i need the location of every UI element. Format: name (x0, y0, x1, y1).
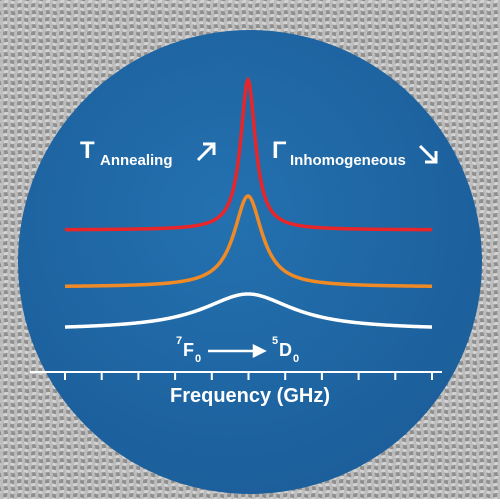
lower-subscript: 0 (195, 353, 201, 365)
upper-subscript: 0 (293, 353, 299, 365)
t-subscript: Annealing (100, 152, 173, 169)
upper-superscript: 5 (272, 335, 278, 347)
upper-term: D (279, 340, 292, 360)
gamma-symbol: Γ (272, 137, 287, 164)
down-arrow (418, 144, 438, 164)
orange-spectrum (64, 194, 433, 288)
wafer (18, 30, 482, 494)
up-arrow (196, 142, 216, 162)
gamma-subscript: Inhomogeneous (290, 152, 406, 169)
axis-ticks (64, 372, 433, 380)
lower-superscript: 7 (176, 335, 182, 347)
spectra (64, 76, 433, 329)
red-spectrum (64, 76, 432, 232)
lower-term: F (183, 340, 194, 360)
axis-label: Frequency (GHz) (170, 385, 330, 407)
white-spectrum (64, 292, 433, 329)
t-symbol: T (80, 137, 95, 164)
transition-arrow (208, 343, 267, 359)
